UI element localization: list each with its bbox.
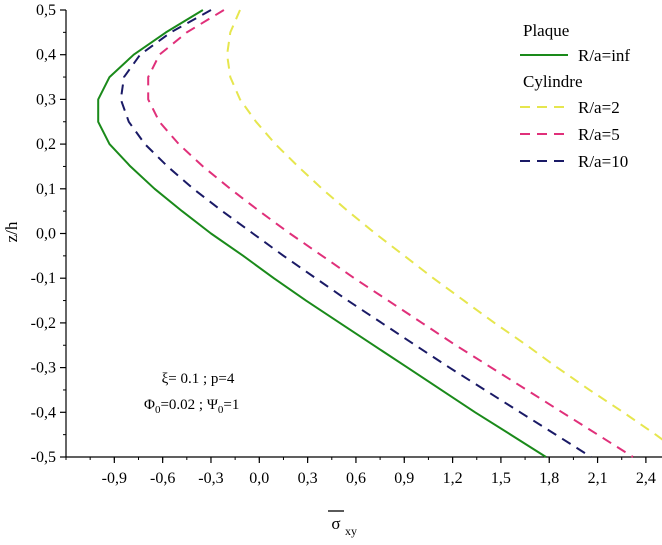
y-tick-label: 0,4 xyxy=(36,47,56,64)
y-tick-label: 0,5 xyxy=(36,2,56,19)
x-tick-label: -0,6 xyxy=(150,470,175,487)
x-tick-label: 0,6 xyxy=(346,470,366,487)
svg-text:xy: xy xyxy=(345,524,357,538)
x-tick-label: 1,2 xyxy=(443,470,463,487)
series-line-r-a-5 xyxy=(147,9,634,458)
y-tick-label: -0,2 xyxy=(31,315,56,332)
y-tick-label: 0,1 xyxy=(36,181,56,198)
legend: Plaque R/a=inf Cylindre R/a=2 R/a=5 R/a=… xyxy=(520,21,630,171)
x-tick-label: 2,4 xyxy=(636,470,656,487)
y-tick-label: -0,1 xyxy=(31,270,56,287)
legend-label-r-a-10: R/a=10 xyxy=(578,152,628,171)
x-axis-title: σ xy xyxy=(328,510,357,538)
axes-group: 0,5 0,4 0,3 0,2 0,1 0,0 -0,1 -0,2 -0,3 -0,4 -0,5 -0… xyxy=(31,2,662,487)
y-tick-label: -0,5 xyxy=(31,449,56,466)
x-tick-label: 2,1 xyxy=(588,470,608,487)
legend-group-plaque-title: Plaque xyxy=(523,21,569,40)
annotation-line-2: Φ0=0.02 ; Ψ0=1 xyxy=(144,397,239,416)
legend-label-r-a-5: R/a=5 xyxy=(578,125,620,144)
svg-text:σ: σ xyxy=(331,514,340,533)
x-tick-label: 0,3 xyxy=(298,470,318,487)
legend-group-cylindre-title: Cylindre xyxy=(523,72,583,91)
parameter-annotation: ξ= 0.1 ; p=4 Φ0=0.02 ; Ψ0=1 xyxy=(144,371,239,416)
series-line-r-a-2 xyxy=(226,9,662,441)
x-tick-label: 0,9 xyxy=(394,470,414,487)
x-tick-label: -0,3 xyxy=(198,470,223,487)
y-tick-label: 0,0 xyxy=(36,226,56,243)
legend-label-r-a-inf: R/a=inf xyxy=(578,46,630,65)
legend-label-r-a-2: R/a=2 xyxy=(578,98,620,117)
series-group xyxy=(97,9,662,458)
y-axis-title: z/h xyxy=(2,221,21,242)
x-tick-label: 1,5 xyxy=(491,470,511,487)
y-tick-label: -0,3 xyxy=(31,360,56,377)
series-line-r-a-10 xyxy=(119,9,592,458)
x-tick-label: 0,0 xyxy=(249,470,269,487)
y-tick-label: -0,4 xyxy=(31,404,56,421)
annotation-line-1: ξ= 0.1 ; p=4 xyxy=(162,371,235,387)
x-tick-label: 1,8 xyxy=(539,470,559,487)
y-tick-label: 0,2 xyxy=(36,136,56,153)
series-line-r-a-inf xyxy=(97,9,547,458)
y-tick-label: 0,3 xyxy=(36,91,56,108)
x-tick-label: -0,9 xyxy=(102,470,127,487)
